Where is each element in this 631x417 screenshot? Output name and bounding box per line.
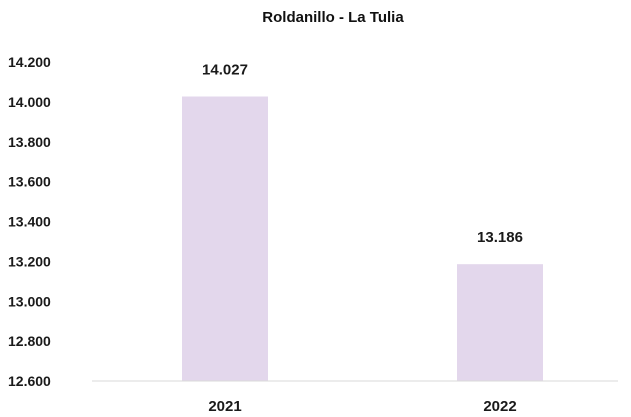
y-tick-label: 13.800 (8, 134, 51, 150)
y-tick-label: 13.400 (8, 214, 51, 230)
y-tick-label: 14.200 (8, 54, 51, 70)
y-tick-label: 13.200 (8, 253, 51, 269)
data-label: 13.186 (477, 229, 523, 246)
y-tick-label: 13.600 (8, 174, 51, 190)
bar-2022 (457, 264, 543, 381)
y-tick-label: 14.000 (8, 94, 51, 110)
bar-2021 (182, 96, 268, 381)
y-tick-label: 12.600 (8, 373, 51, 389)
x-axis-labels: 2021 2022 (208, 398, 516, 415)
bars-group (182, 96, 543, 381)
data-labels: 14.027 13.186 (202, 61, 523, 246)
y-tick-label: 13.000 (8, 293, 51, 309)
x-tick-label: 2021 (208, 398, 241, 415)
data-label: 14.027 (202, 61, 248, 78)
y-tick-label: 12.800 (8, 333, 51, 349)
y-axis-ticks: 12.600 12.800 13.000 13.200 13.400 13.600 13.8… (8, 54, 51, 389)
x-tick-label: 2022 (483, 398, 516, 415)
chart-title: Roldanillo - La Tulia (262, 9, 404, 26)
